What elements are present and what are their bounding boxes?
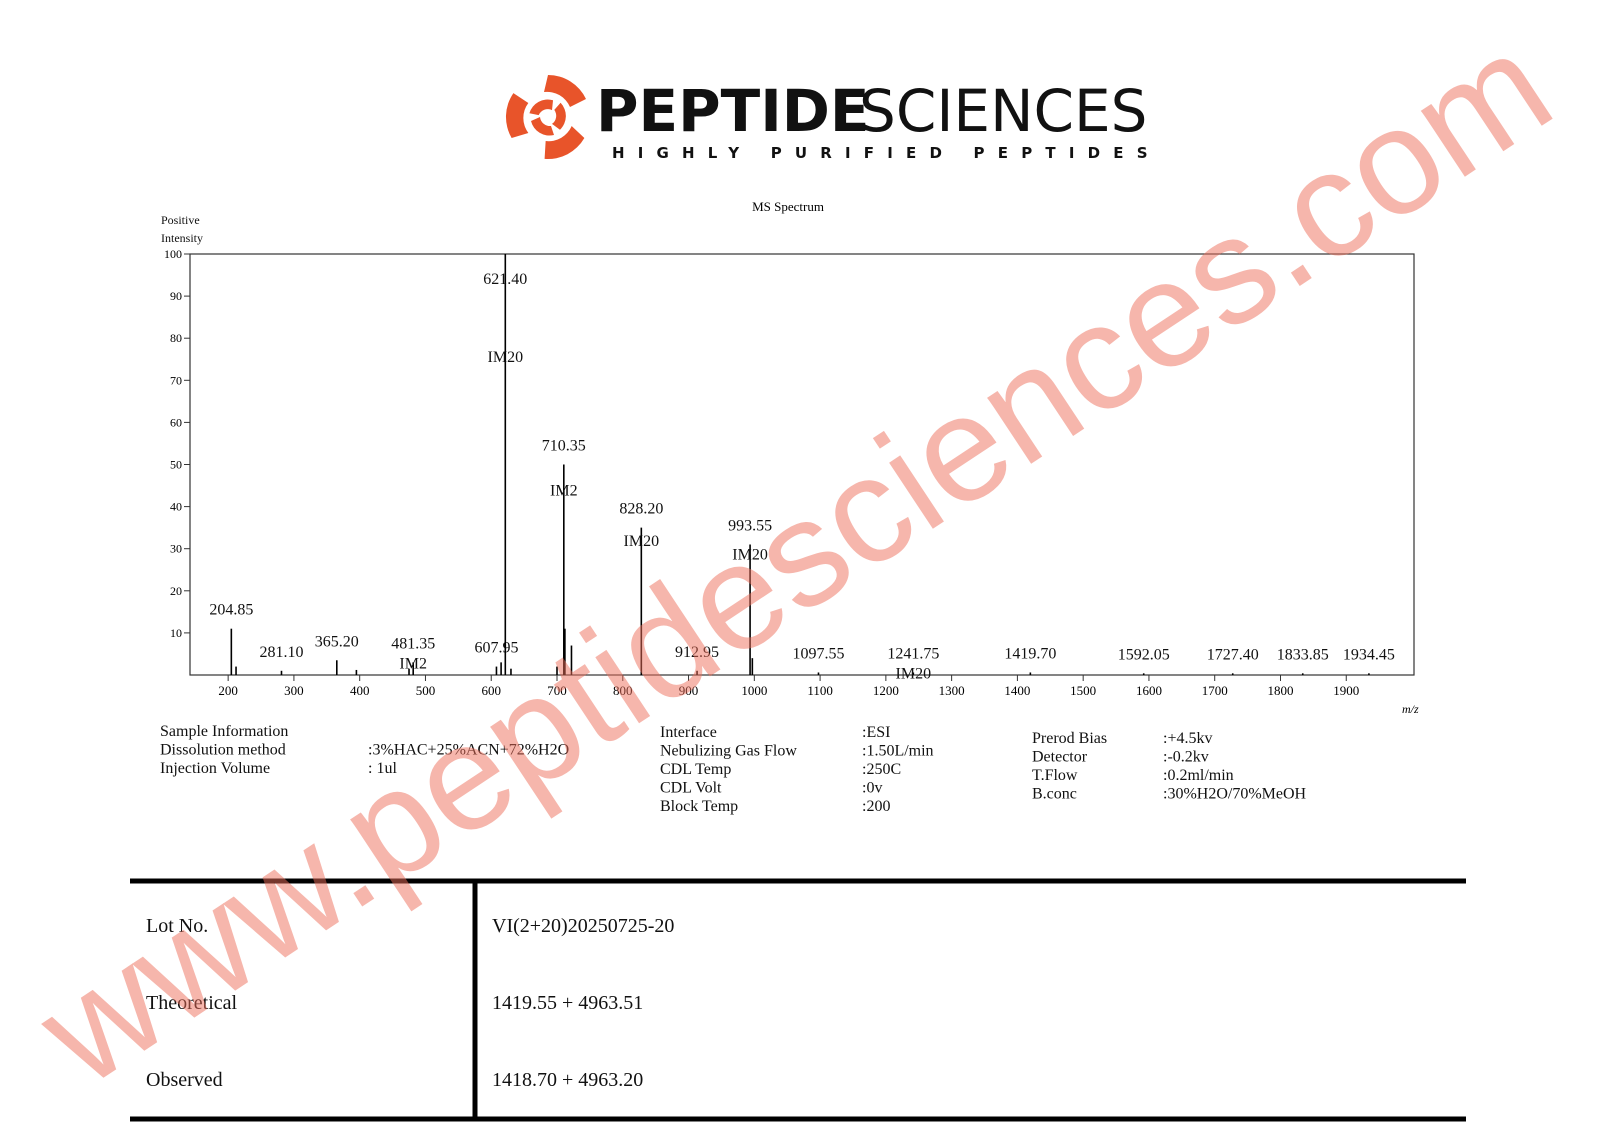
y-tick-label: 60 xyxy=(170,415,182,429)
table-value: 1419.55 + 4963.51 xyxy=(492,992,643,1014)
y-tick-label: 10 xyxy=(170,626,182,640)
info-value: :30%H2O/70%MeOH xyxy=(1163,786,1307,803)
peak-label: 912.95 xyxy=(675,644,719,661)
info-value: :3%HAC+25%ACN+72%H2O xyxy=(368,742,569,759)
y-tick-label: 70 xyxy=(170,373,182,387)
peak-label: 1097.55 xyxy=(792,645,844,662)
result-table xyxy=(130,878,1466,1122)
info-value: :250C xyxy=(862,761,901,778)
info-value: :200 xyxy=(862,798,890,815)
x-tick-label: 1300 xyxy=(939,683,965,698)
x-axis-label: m/z xyxy=(1402,702,1419,716)
peak-tag: IM20 xyxy=(624,533,660,550)
info-label: Nebulizing Gas Flow xyxy=(660,743,797,760)
info-label: Block Temp xyxy=(660,798,738,815)
info-label: Detector xyxy=(1032,749,1088,766)
peak-tag: IM20 xyxy=(732,546,768,563)
info-value: :1.50L/min xyxy=(862,743,934,760)
info-value: :0v xyxy=(862,780,882,797)
y-tick-label: 40 xyxy=(170,500,182,514)
info-label: Interface xyxy=(660,724,717,741)
info-label: CDL Volt xyxy=(660,780,722,797)
peak-label: 607.95 xyxy=(474,640,518,657)
x-tick-label: 1800 xyxy=(1267,683,1293,698)
peak-label: 481.35 xyxy=(391,635,435,652)
peak-label: 993.55 xyxy=(728,517,772,534)
peak-label: 1241.75 xyxy=(887,645,939,662)
table-value: VI(2+20)20250725-20 xyxy=(492,915,674,937)
table-label: Lot No. xyxy=(146,915,208,937)
watermark: www.peptidesciences.com xyxy=(9,0,1579,1117)
x-tick-label: 900 xyxy=(679,683,699,698)
tagline: HIGHLY PURIFIED PEPTIDES xyxy=(612,144,1161,162)
y-tick-label: 100 xyxy=(164,247,182,261)
info-label: CDL Temp xyxy=(660,761,731,778)
y-tick-label: 80 xyxy=(170,331,182,345)
peak-label: 204.85 xyxy=(209,602,253,619)
info-value: : 1ul xyxy=(368,760,397,777)
peak-label: 1934.45 xyxy=(1343,646,1395,663)
peak-tag: IM20 xyxy=(488,349,524,366)
x-tick-label: 200 xyxy=(218,683,238,698)
peak-tag: IM2 xyxy=(399,655,427,672)
peak-label: 281.10 xyxy=(259,644,303,661)
x-tick-label: 300 xyxy=(284,683,304,698)
info-label: Prerod Bias xyxy=(1032,730,1107,747)
info-label: Injection Volume xyxy=(160,760,270,777)
peak-label: 1592.05 xyxy=(1118,646,1170,663)
x-tick-label: 700 xyxy=(547,683,567,698)
info-value: :+4.5kv xyxy=(1163,730,1212,747)
x-tick-label: 1600 xyxy=(1136,683,1162,698)
x-tick-label: 1400 xyxy=(1004,683,1030,698)
x-tick-label: 1000 xyxy=(741,683,767,698)
info-label: B.conc xyxy=(1032,786,1077,803)
info-value: :0.2ml/min xyxy=(1163,767,1234,784)
info-label: Sample Information xyxy=(160,723,288,740)
info-value: :-0.2kv xyxy=(1163,749,1209,766)
y-tick-label: 90 xyxy=(170,289,182,303)
table-label: Observed xyxy=(146,1069,223,1091)
info-value: :ESI xyxy=(862,724,890,741)
peak-label: 1419.70 xyxy=(1004,645,1056,662)
x-tick-label: 1200 xyxy=(873,683,899,698)
x-tick-label: 1100 xyxy=(807,683,833,698)
peak-label: 828.20 xyxy=(619,501,663,518)
peak-label: 1833.85 xyxy=(1277,646,1329,663)
x-tick-label: 600 xyxy=(481,683,501,698)
y-tick-label: 50 xyxy=(170,458,182,472)
x-tick-label: 400 xyxy=(350,683,370,698)
brand-bold: PEPTIDE xyxy=(596,77,870,145)
x-tick-label: 500 xyxy=(416,683,436,698)
table-label: Theoretical xyxy=(146,992,237,1014)
x-tick-label: 1700 xyxy=(1202,683,1228,698)
peak-label: 710.35 xyxy=(542,438,586,455)
info-label: Dissolution method xyxy=(160,742,286,759)
peak-label: 621.40 xyxy=(483,271,527,288)
peak-tag: IM20 xyxy=(896,665,932,682)
logo-icon xyxy=(505,74,586,160)
peak-label: 1727.40 xyxy=(1207,646,1259,663)
x-tick-label: 1900 xyxy=(1333,683,1359,698)
chart: MS Spectrum m/z 10 20 30 40 50 60 70 80 90 100 200… xyxy=(164,199,1419,716)
table-value: 1418.70 + 4963.20 xyxy=(492,1069,643,1091)
brand-light: SCIENCES xyxy=(859,77,1147,145)
x-tick-label: 1500 xyxy=(1070,683,1096,698)
y-tick-label: 30 xyxy=(170,542,182,556)
x-tick-label: 800 xyxy=(613,683,633,698)
peak-label: 365.20 xyxy=(315,633,359,650)
info-label: T.Flow xyxy=(1032,767,1078,784)
y-axis-label: Positive Intensity xyxy=(161,213,203,245)
y-tick-label: 20 xyxy=(170,584,182,598)
peak-tag: IM2 xyxy=(550,482,578,499)
chart-title: MS Spectrum xyxy=(752,199,824,214)
